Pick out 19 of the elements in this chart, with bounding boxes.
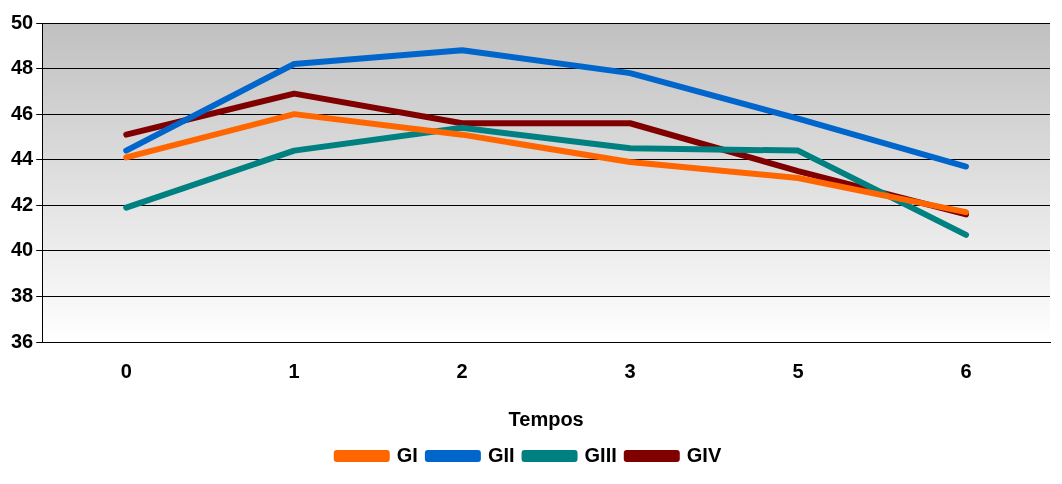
- x-tick-label: 6: [960, 359, 972, 382]
- y-tick-label: 48: [11, 56, 34, 79]
- y-tick-label: 36: [11, 329, 34, 352]
- x-axis-title: Tempos: [508, 407, 584, 430]
- legend-label: GI: [396, 443, 418, 466]
- y-tick-label: 38: [11, 283, 34, 306]
- legend-label: GIII: [584, 443, 617, 466]
- y-tick-label: 46: [11, 101, 34, 124]
- y-tick-label: 42: [11, 192, 34, 215]
- x-tick-label: 5: [792, 359, 804, 382]
- x-tick-label: 0: [120, 359, 132, 382]
- legend-label: GII: [487, 443, 515, 466]
- y-tick-label: 50: [11, 10, 34, 33]
- y-tick-label: 44: [11, 147, 35, 170]
- x-tick-label: 1: [288, 359, 300, 382]
- x-tick-label: 3: [624, 359, 636, 382]
- legend-label: GIV: [686, 443, 722, 466]
- y-tick-label: 40: [11, 238, 34, 261]
- x-tick-label: 2: [456, 359, 468, 382]
